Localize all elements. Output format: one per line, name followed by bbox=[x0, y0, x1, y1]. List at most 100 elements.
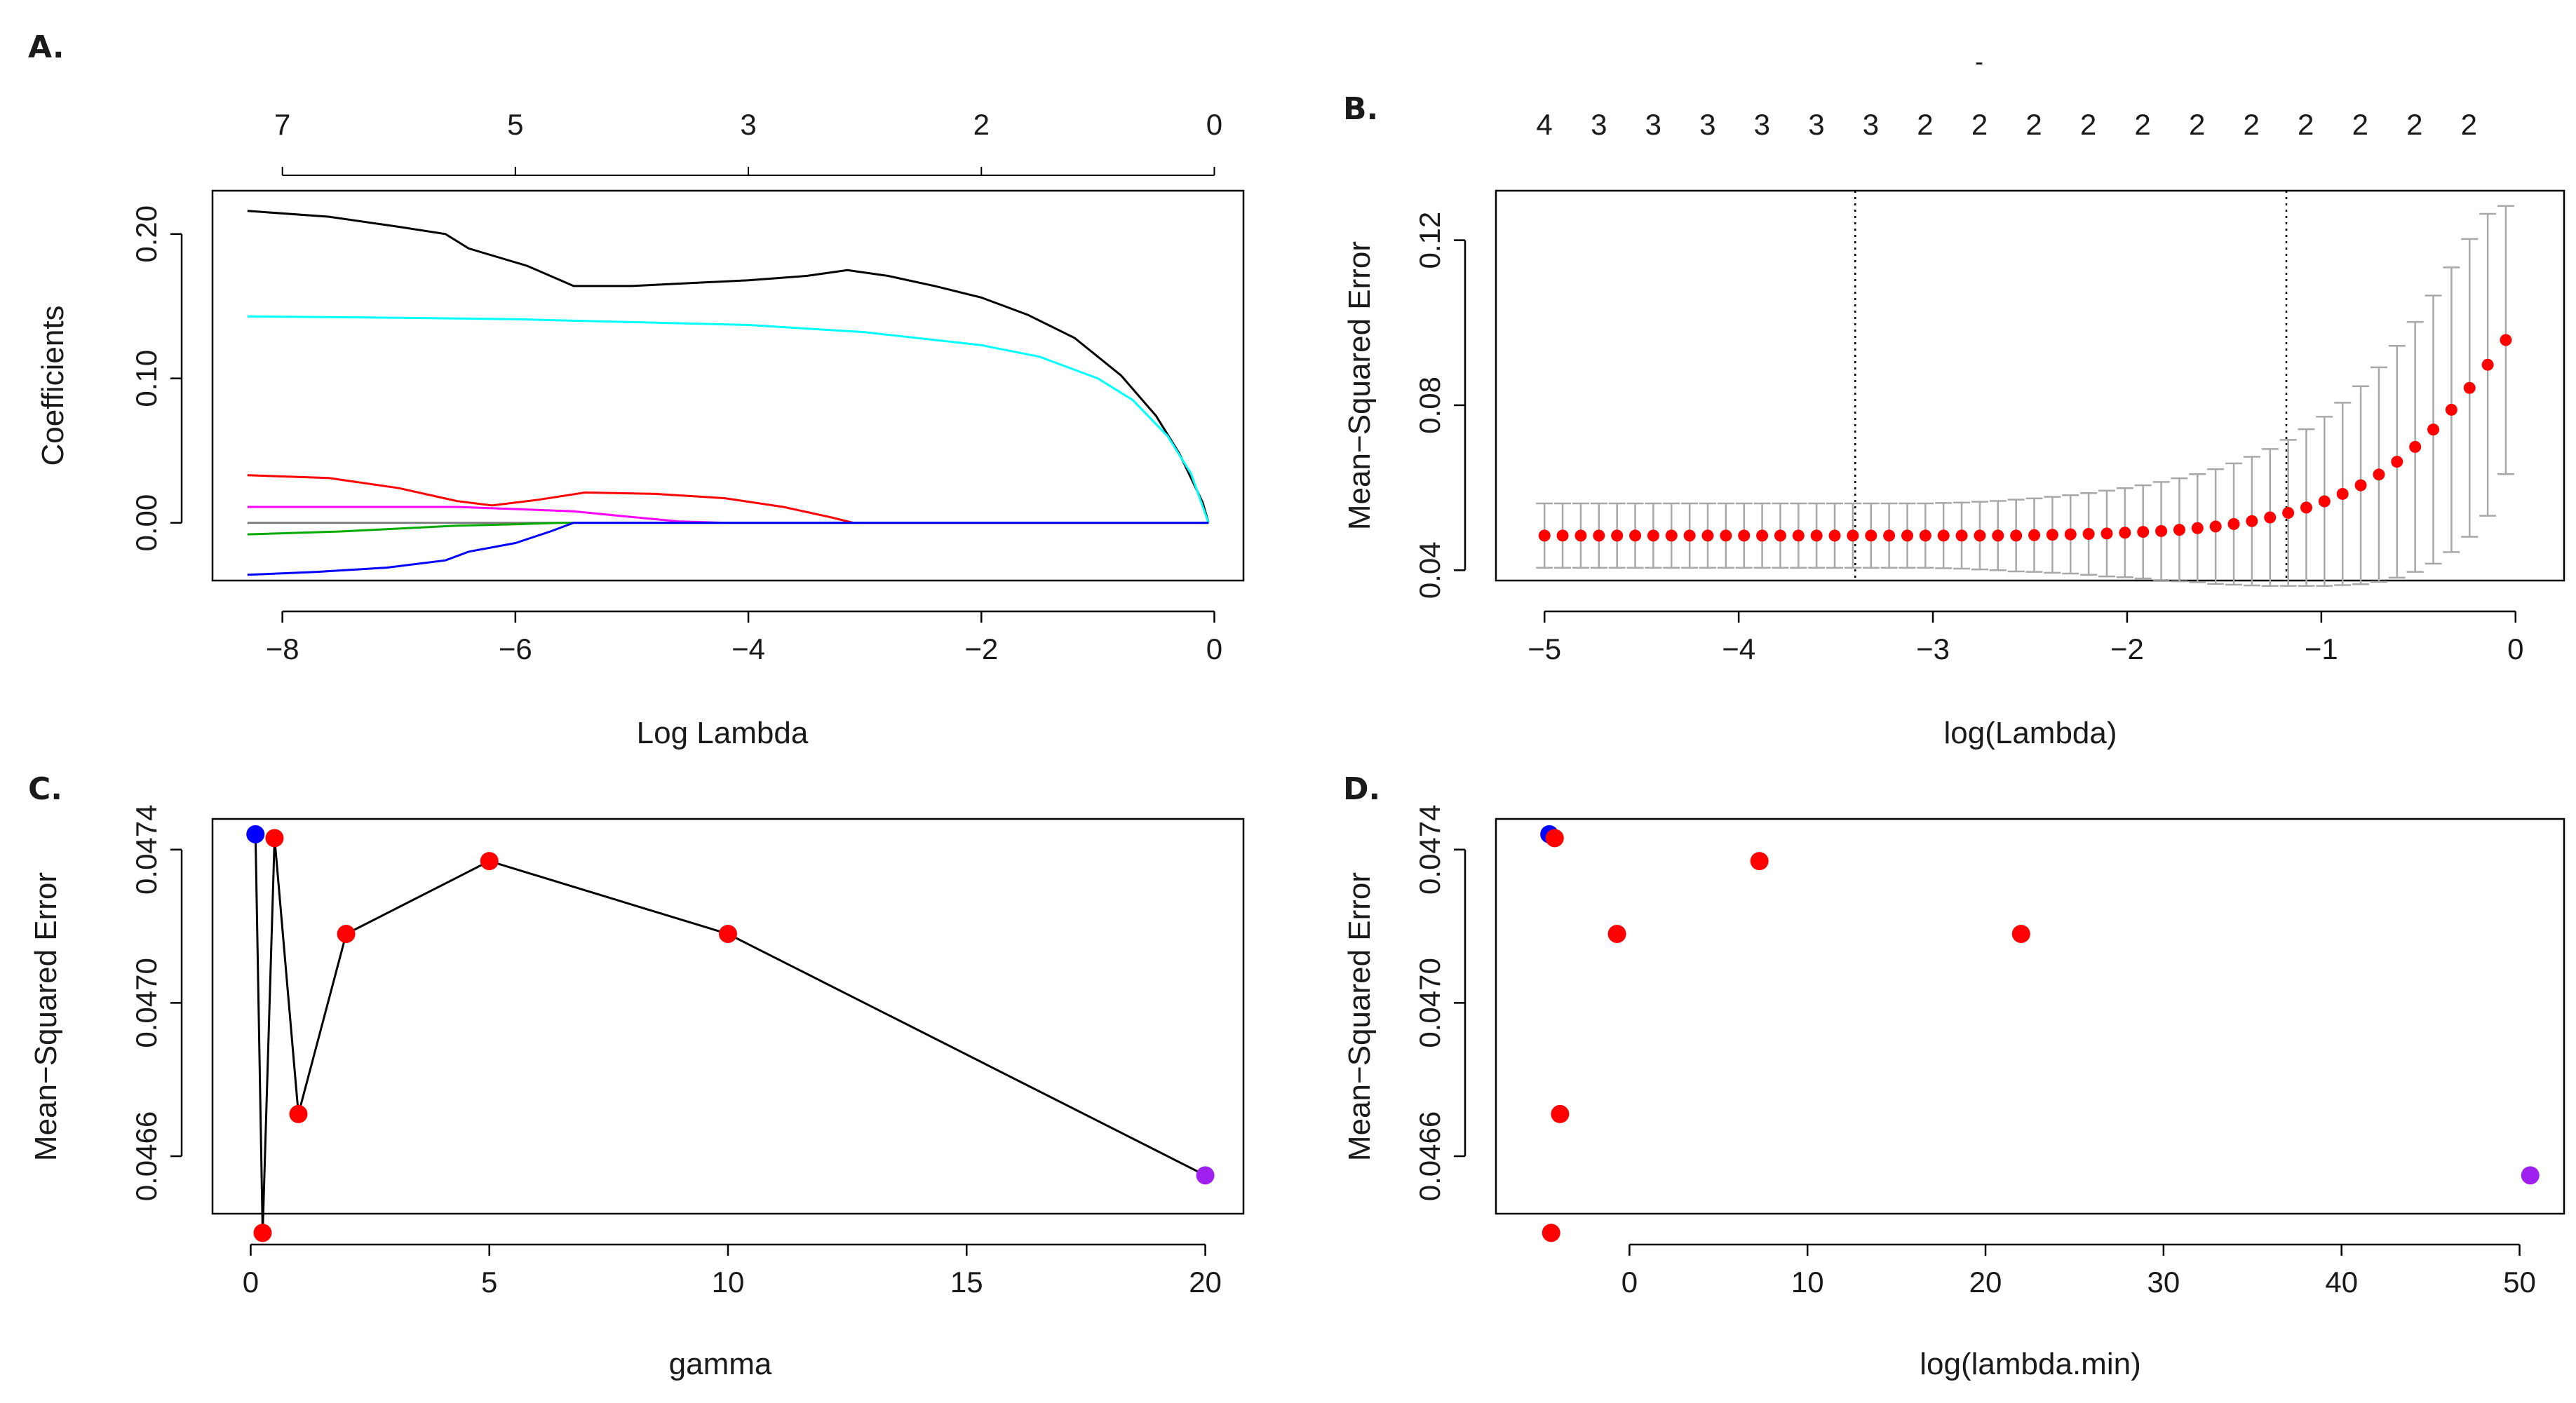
panel-a-y-axis: 0.00 0.10 0.20 bbox=[130, 205, 183, 552]
mse-point bbox=[1738, 529, 1751, 542]
panel-b-top-tick-label: 2 bbox=[2243, 108, 2259, 141]
panel-b-top-tick-label: 3 bbox=[1808, 108, 1824, 141]
mse-point bbox=[2246, 515, 2258, 527]
mse-point bbox=[2354, 479, 2367, 492]
mse-point bbox=[2209, 520, 2222, 533]
panel-a-y-tick-label: 0.20 bbox=[130, 205, 163, 263]
panel-d-y-axis-title: Mean−Squared Error bbox=[1342, 872, 1377, 1161]
panel-b-x-tick-label: −1 bbox=[2305, 632, 2338, 665]
panel-d-x-tick-label: 40 bbox=[2325, 1266, 2358, 1299]
coef-path-blue bbox=[247, 522, 1209, 576]
panel-d-x-tick-label: 10 bbox=[1791, 1266, 1824, 1299]
panel-c-x-axis-title: gamma bbox=[669, 1347, 772, 1381]
mse-point bbox=[2137, 526, 2150, 538]
panel-a-x-axis-title: Log Lambda bbox=[637, 716, 809, 750]
mse-point bbox=[2264, 511, 2277, 524]
panel-a-top-tick-label: 7 bbox=[274, 108, 290, 141]
coef-path-green bbox=[247, 522, 1209, 536]
panel-a-y-axis-title: Coefficients bbox=[36, 305, 70, 466]
panel-b-top-tick-label: 2 bbox=[1917, 108, 1933, 141]
panel-b-top-dash: - bbox=[1975, 47, 1983, 76]
panel-a-top-axis: 7 5 3 2 0 bbox=[274, 108, 1222, 176]
panel-b-top-tick-label: 2 bbox=[2406, 108, 2422, 141]
panel-b-top-tick-label: 2 bbox=[2025, 108, 2042, 141]
panel-c-y-axis-title: Mean−Squared Error bbox=[29, 872, 63, 1161]
gamma-point bbox=[337, 924, 356, 943]
panel-b-x-tick-label: 0 bbox=[2507, 632, 2523, 665]
mse-point bbox=[1556, 529, 1569, 542]
mse-point bbox=[2028, 529, 2041, 541]
lambda-min-point bbox=[1551, 1104, 1570, 1123]
panel-a-x-tick-label: −2 bbox=[964, 632, 998, 665]
panel-b-top-tick-label: 2 bbox=[2298, 108, 2314, 141]
panel-c-y-tick-label: 0.0474 bbox=[130, 804, 163, 894]
gamma-point bbox=[1196, 1166, 1215, 1185]
mse-point bbox=[1810, 529, 1823, 542]
gamma-point bbox=[289, 1104, 308, 1123]
lambda-min-point bbox=[2521, 1166, 2540, 1185]
panel-c-y-tick-label: 0.0470 bbox=[130, 958, 163, 1048]
panel-a-x-tick-label: −8 bbox=[266, 632, 299, 665]
panel-a-top-tick-label: 2 bbox=[973, 108, 990, 141]
lambda-min-point bbox=[1542, 1224, 1560, 1242]
mse-point bbox=[1792, 529, 1805, 542]
coef-path-magenta bbox=[247, 506, 1209, 524]
panel-b-top-tick-label: 3 bbox=[1863, 108, 1879, 141]
mse-point bbox=[1901, 529, 1913, 542]
lambda-min-point bbox=[2011, 924, 2030, 943]
panel-b-y-tick-label: 0.04 bbox=[1413, 541, 1446, 599]
panel-b-y-axis: 0.04 0.08 0.12 bbox=[1413, 212, 1466, 599]
mse-point bbox=[1629, 529, 1642, 542]
panel-b-top-tick-label: 2 bbox=[2080, 108, 2096, 141]
panel-d-lambda-mse: D. 0 10 20 30 40 50 0.0466 0.0470 0.0474 log(la… bbox=[1342, 771, 2565, 1381]
mse-point bbox=[2155, 524, 2168, 537]
panel-b-reference-lines bbox=[1854, 191, 2288, 581]
mse-point bbox=[1701, 529, 1714, 542]
panel-a-x-tick-label: −6 bbox=[499, 632, 532, 665]
panel-d-x-axis-title: log(lambda.min) bbox=[1920, 1347, 2140, 1381]
mse-point bbox=[2373, 468, 2385, 481]
panel-d-x-tick-label: 20 bbox=[1969, 1266, 2002, 1299]
gamma-point bbox=[719, 924, 737, 943]
panel-b-top-tick-label: 3 bbox=[1754, 108, 1770, 141]
panel-b-top-tick-label: 3 bbox=[1591, 108, 1607, 141]
panel-b-y-axis-title: Mean−Squared Error bbox=[1342, 241, 1377, 530]
gamma-point bbox=[253, 1224, 272, 1242]
panel-d-x-tick-label: 30 bbox=[2147, 1266, 2180, 1299]
mse-point bbox=[2064, 528, 2077, 541]
panel-a-x-tick-label: −4 bbox=[731, 632, 765, 665]
coef-path-red bbox=[247, 474, 1209, 524]
panel-b-x-tick-label: −5 bbox=[1528, 632, 1561, 665]
mse-point bbox=[1720, 529, 1732, 542]
mse-point bbox=[2010, 529, 2023, 542]
panel-c-x-tick-label: 20 bbox=[1189, 1266, 1222, 1299]
panel-a-x-axis: −8 −6 −4 −2 0 bbox=[266, 610, 1222, 665]
mse-point bbox=[2427, 423, 2440, 436]
mse-point bbox=[1828, 529, 1841, 542]
panel-b-top-tick-label: 2 bbox=[2352, 108, 2368, 141]
mse-point bbox=[1538, 529, 1551, 542]
panel-b-y-tick-label: 0.08 bbox=[1413, 377, 1446, 434]
lambda-min-point bbox=[1750, 852, 1769, 871]
panel-d-y-tick-label: 0.0474 bbox=[1413, 804, 1446, 894]
mse-point bbox=[2191, 522, 2204, 534]
panel-a-top-tick-label: 5 bbox=[507, 108, 523, 141]
mse-point bbox=[1611, 529, 1624, 542]
panel-a-coefficient-paths: A. −8 −6 −4 −2 0 0.00 0.10 0.20 7 5 3 2 0 Log Lamb… bbox=[28, 29, 1245, 750]
mse-point bbox=[2445, 403, 2457, 416]
panel-b-label: B. bbox=[1343, 91, 1378, 127]
mse-point bbox=[2282, 507, 2295, 520]
mse-point bbox=[1756, 529, 1769, 542]
panel-c-plot-frame bbox=[211, 818, 1245, 1215]
panel-c-y-axis: 0.0466 0.0470 0.0474 bbox=[130, 804, 183, 1201]
panel-b-top-axis: 4 3 3 3 3 3 3 2 2 2 2 2 2 2 2 2 2 2 bbox=[1537, 108, 2477, 141]
mse-point bbox=[1919, 529, 1931, 542]
mse-point bbox=[2481, 358, 2494, 371]
panel-b-error-bars bbox=[1536, 205, 2514, 587]
mse-point bbox=[1574, 529, 1587, 542]
panel-d-y-axis: 0.0466 0.0470 0.0474 bbox=[1413, 804, 1466, 1201]
panel-d-plot-frame bbox=[1495, 818, 2565, 1215]
panel-b-top-tick-label: 3 bbox=[1645, 108, 1661, 141]
panel-b-x-axis: −5 −4 −3 −2 −1 0 bbox=[1528, 610, 2523, 665]
